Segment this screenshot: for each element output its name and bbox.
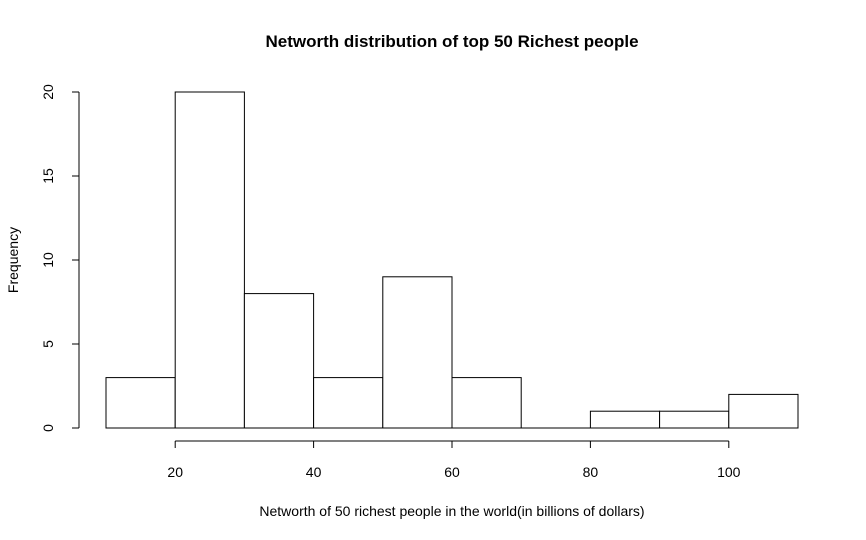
x-tick-label: 40 — [306, 464, 322, 480]
histogram-bar-10-20 — [105, 377, 176, 429]
x-axis: 20 40 60 80 100 — [167, 440, 741, 480]
y-tick-label: 5 — [40, 340, 56, 348]
histogram-bar-60-70 — [451, 377, 522, 429]
y-tick-label: 20 — [40, 84, 56, 100]
x-tick-label: 20 — [167, 464, 183, 480]
histogram-bar-30-40 — [243, 293, 315, 429]
histogram-bar-50-60 — [382, 276, 453, 429]
histogram-bar-90-100 — [659, 410, 730, 429]
y-tick-label: 0 — [40, 424, 56, 432]
x-tick-label: 80 — [583, 464, 599, 480]
y-tick-label: 10 — [40, 252, 56, 268]
chart-title: Networth distribution of top 50 Richest … — [265, 32, 638, 51]
x-axis-label: Networth of 50 richest people in the wor… — [259, 503, 644, 519]
y-axis: 0 5 10 15 20 — [40, 84, 80, 432]
histogram-bar-40-50 — [313, 377, 384, 429]
bars-group — [105, 91, 799, 429]
x-tick-label: 100 — [717, 464, 741, 480]
x-tick-label: 60 — [444, 464, 460, 480]
histogram-bar-100-110 — [728, 393, 799, 429]
y-axis-label: Frequency — [5, 227, 21, 293]
histogram-bar-20-30 — [174, 91, 245, 429]
histogram-bar-80-90 — [589, 410, 661, 429]
y-tick-label: 15 — [40, 168, 56, 184]
